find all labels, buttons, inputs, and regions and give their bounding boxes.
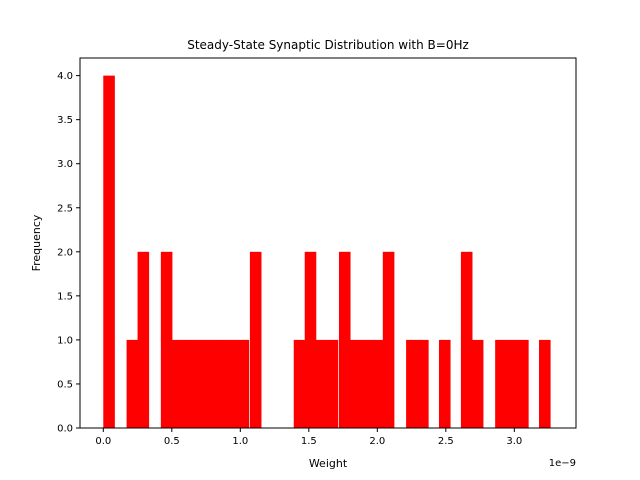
y-tick-label-7: 3.5 [57,115,73,126]
x-axis-offset-label: 1e−9 [549,458,576,469]
histogram-bar-14 [315,339,328,428]
y-tick-label-0: 0.0 [57,424,73,435]
x-tick-label-0: 0.0 [95,436,111,447]
histogram-bar-2 [137,251,150,428]
histogram-bar-22 [417,339,429,428]
histogram-bar-4 [171,339,184,428]
histogram-bar-10 [237,339,250,428]
plot-frame [79,57,577,429]
y-tick-label-8: 4.0 [57,71,73,82]
histogram-bar-7 [204,339,217,428]
histogram-bar-29 [539,339,551,428]
histogram-bar-9 [226,339,239,428]
x-axis-ticks: 0.0 0.5 1.0 1.5 2.0 2.5 3.0 [95,428,522,447]
x-tick-label-1: 0.5 [164,436,180,447]
y-axis-label: Frequency [30,214,43,271]
y-tick-label-5: 2.5 [57,203,73,214]
x-tick-label-3: 1.5 [301,436,317,447]
histogram-bar-18 [360,339,373,428]
bars-group [103,75,551,429]
histogram-bar-21 [406,339,418,428]
histogram-bar-15 [326,339,339,428]
histogram-bar-24 [460,251,473,428]
histogram-bar-28 [517,339,529,428]
x-tick-label-5: 2.5 [438,436,454,447]
y-tick-label-2: 1.0 [57,335,73,346]
y-axis-ticks: 0.0 0.5 1.0 1.5 2.0 2.5 3.0 3.5 4.0 [57,71,80,435]
histogram-bar-0 [103,75,115,429]
histogram-bar-1 [126,339,139,428]
histogram-bar-20 [382,251,395,428]
histogram-bar-3 [160,251,173,428]
histogram-bar-5 [182,339,195,428]
x-axis-label: Weight [309,457,348,470]
histogram-bar-12 [293,339,306,428]
x-tick-label-6: 3.0 [506,436,522,447]
histogram-bar-19 [371,339,384,428]
x-tick-label-2: 1.0 [232,436,248,447]
histogram-bar-8 [215,339,228,428]
histogram-bar-16 [338,251,351,428]
y-tick-label-6: 3.0 [57,159,73,170]
histogram-bar-25 [471,339,484,428]
histogram-bar-13 [304,251,317,428]
histogram-bar-6 [193,339,206,428]
histogram-bar-11 [249,251,262,428]
chart-title: Steady-State Synaptic Distribution with … [187,38,469,52]
histogram-bar-23 [438,339,451,428]
histogram-bar-17 [349,339,362,428]
histogram-bar-27 [506,339,518,428]
y-tick-label-3: 1.5 [57,291,73,302]
y-tick-label-1: 0.5 [57,379,73,390]
y-tick-label-4: 2.0 [57,247,73,258]
histogram-bar-26 [495,339,507,428]
x-tick-label-4: 2.0 [369,436,385,447]
